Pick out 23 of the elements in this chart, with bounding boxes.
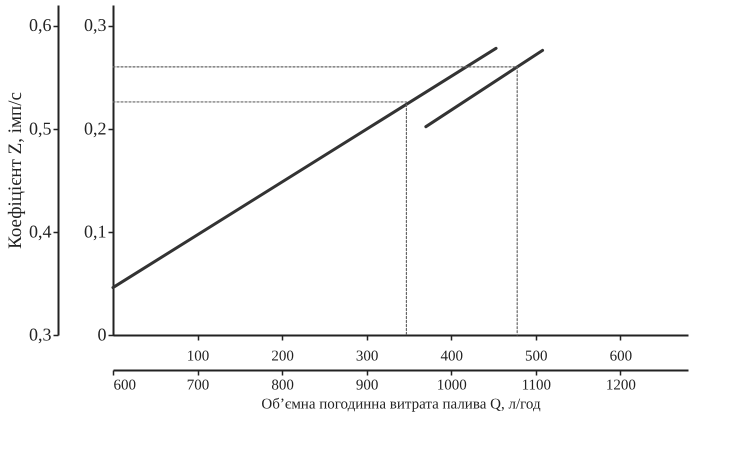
x-tick-label: 500 bbox=[525, 348, 548, 364]
x-tick-label: 400 bbox=[440, 348, 463, 364]
x-tick-label: 200 bbox=[271, 348, 294, 364]
x-tick-label: 300 bbox=[356, 348, 378, 364]
x2-tick-label: 1100 bbox=[522, 378, 552, 394]
y-tick-label: 0,2 bbox=[84, 118, 106, 138]
x2-tick-label: 1200 bbox=[606, 378, 636, 394]
y2-axis-title: Коефіцієнт Z, імп/с bbox=[5, 92, 26, 249]
x2-tick-label: 800 bbox=[271, 378, 294, 394]
x2-tick-label: 900 bbox=[356, 378, 378, 394]
y-tick-label: 0,3 bbox=[84, 15, 106, 36]
x-tick-label: 100 bbox=[186, 348, 210, 364]
y2-tick-label: 0,6 bbox=[29, 15, 52, 36]
x2-tick-label: 600 bbox=[114, 378, 136, 394]
x2-tick-label: 700 bbox=[186, 378, 210, 394]
y-tick-label: 0 bbox=[98, 324, 106, 344]
x2-tick-label: 1000 bbox=[436, 378, 467, 394]
y-tick-label: 0,1 bbox=[84, 221, 106, 242]
x-tick-label: 600 bbox=[610, 348, 632, 364]
y2-tick-label: 0,4 bbox=[29, 221, 52, 242]
y2-tick-label: 0,3 bbox=[29, 324, 52, 344]
y2-tick-label: 0,5 bbox=[29, 118, 52, 138]
x2-axis-title: Об’ємна погодинна витрата палива Q, л/год bbox=[261, 396, 541, 412]
